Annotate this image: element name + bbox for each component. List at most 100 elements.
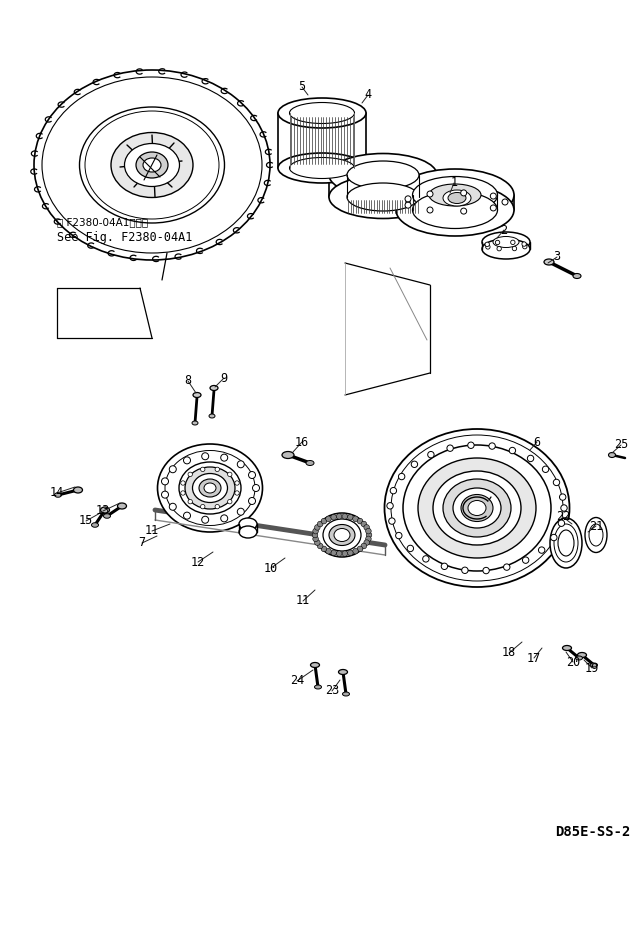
Text: 17: 17 <box>527 651 541 665</box>
Circle shape <box>162 491 169 498</box>
Ellipse shape <box>158 444 263 532</box>
Ellipse shape <box>306 460 314 465</box>
Text: 20: 20 <box>566 655 580 668</box>
Ellipse shape <box>550 518 582 568</box>
Ellipse shape <box>278 153 366 183</box>
Ellipse shape <box>429 184 481 206</box>
Ellipse shape <box>117 503 126 509</box>
Circle shape <box>462 567 468 573</box>
Ellipse shape <box>179 462 241 514</box>
Circle shape <box>497 246 502 251</box>
Circle shape <box>342 551 348 556</box>
Circle shape <box>200 504 205 509</box>
Circle shape <box>252 485 260 491</box>
Ellipse shape <box>396 184 514 236</box>
Circle shape <box>441 563 448 569</box>
Ellipse shape <box>210 386 218 391</box>
Ellipse shape <box>544 259 554 265</box>
Circle shape <box>527 455 534 461</box>
Ellipse shape <box>193 473 227 502</box>
Text: 図 F2380-04A1図参照: 図 F2380-04A1図参照 <box>57 217 148 227</box>
Circle shape <box>331 550 336 555</box>
Text: 7: 7 <box>138 537 146 550</box>
Circle shape <box>390 487 397 494</box>
Circle shape <box>348 514 353 520</box>
Circle shape <box>447 445 453 451</box>
Text: 15: 15 <box>79 514 93 528</box>
Ellipse shape <box>199 479 221 497</box>
Circle shape <box>495 240 500 245</box>
Circle shape <box>422 555 429 562</box>
Ellipse shape <box>347 183 419 211</box>
Text: D85E-SS-2: D85E-SS-2 <box>555 825 630 839</box>
Ellipse shape <box>339 669 348 675</box>
Ellipse shape <box>104 514 111 518</box>
Circle shape <box>169 503 176 510</box>
Circle shape <box>321 546 327 552</box>
Circle shape <box>364 540 370 545</box>
Ellipse shape <box>403 445 551 571</box>
Ellipse shape <box>91 523 99 528</box>
Ellipse shape <box>573 273 581 279</box>
Ellipse shape <box>482 239 530 259</box>
Ellipse shape <box>413 191 498 228</box>
Ellipse shape <box>143 158 161 172</box>
Ellipse shape <box>239 526 257 538</box>
Text: 25: 25 <box>614 438 628 451</box>
Circle shape <box>162 478 169 485</box>
Circle shape <box>221 454 228 461</box>
Text: 9: 9 <box>220 372 227 385</box>
Circle shape <box>542 466 549 473</box>
Circle shape <box>366 536 371 541</box>
Circle shape <box>353 548 358 554</box>
Text: 8: 8 <box>184 375 191 388</box>
Circle shape <box>184 513 191 519</box>
Ellipse shape <box>493 237 519 248</box>
Circle shape <box>366 532 372 538</box>
Circle shape <box>558 520 565 527</box>
Circle shape <box>215 467 220 472</box>
Ellipse shape <box>396 169 514 221</box>
Circle shape <box>237 508 244 515</box>
Text: 18: 18 <box>502 647 516 660</box>
Ellipse shape <box>578 652 587 657</box>
Circle shape <box>361 543 366 549</box>
Circle shape <box>314 540 320 545</box>
Circle shape <box>249 498 256 504</box>
Ellipse shape <box>558 530 574 556</box>
Text: 21: 21 <box>589 519 603 532</box>
Circle shape <box>512 246 516 251</box>
Ellipse shape <box>185 467 235 509</box>
Circle shape <box>361 521 366 527</box>
Ellipse shape <box>193 392 201 398</box>
Circle shape <box>357 546 363 552</box>
Ellipse shape <box>591 663 598 667</box>
Ellipse shape <box>55 493 61 498</box>
Text: 11: 11 <box>145 525 159 538</box>
Text: 24: 24 <box>290 675 304 688</box>
Circle shape <box>181 481 185 486</box>
Circle shape <box>553 479 560 486</box>
Circle shape <box>366 528 371 534</box>
Circle shape <box>551 534 557 541</box>
Ellipse shape <box>443 479 511 537</box>
Ellipse shape <box>576 656 583 660</box>
Circle shape <box>169 466 176 473</box>
Ellipse shape <box>282 451 294 459</box>
Circle shape <box>560 494 566 500</box>
Circle shape <box>561 505 567 511</box>
Circle shape <box>202 453 209 459</box>
Ellipse shape <box>290 103 354 124</box>
Circle shape <box>522 244 527 249</box>
Ellipse shape <box>136 152 168 178</box>
Circle shape <box>353 516 358 522</box>
Circle shape <box>202 516 209 523</box>
Ellipse shape <box>433 471 521 545</box>
Circle shape <box>395 532 402 539</box>
Circle shape <box>184 457 191 464</box>
Circle shape <box>389 518 395 525</box>
Text: 4: 4 <box>365 89 372 102</box>
Ellipse shape <box>343 692 350 696</box>
Circle shape <box>336 514 342 519</box>
Ellipse shape <box>418 458 536 558</box>
